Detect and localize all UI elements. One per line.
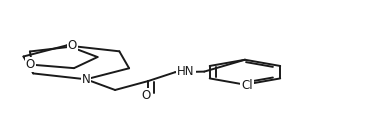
Text: N: N [82,73,90,86]
Text: O: O [68,39,77,52]
Text: O: O [142,89,151,102]
Text: O: O [26,58,35,71]
Text: Cl: Cl [241,79,253,92]
Text: HN: HN [177,65,194,78]
